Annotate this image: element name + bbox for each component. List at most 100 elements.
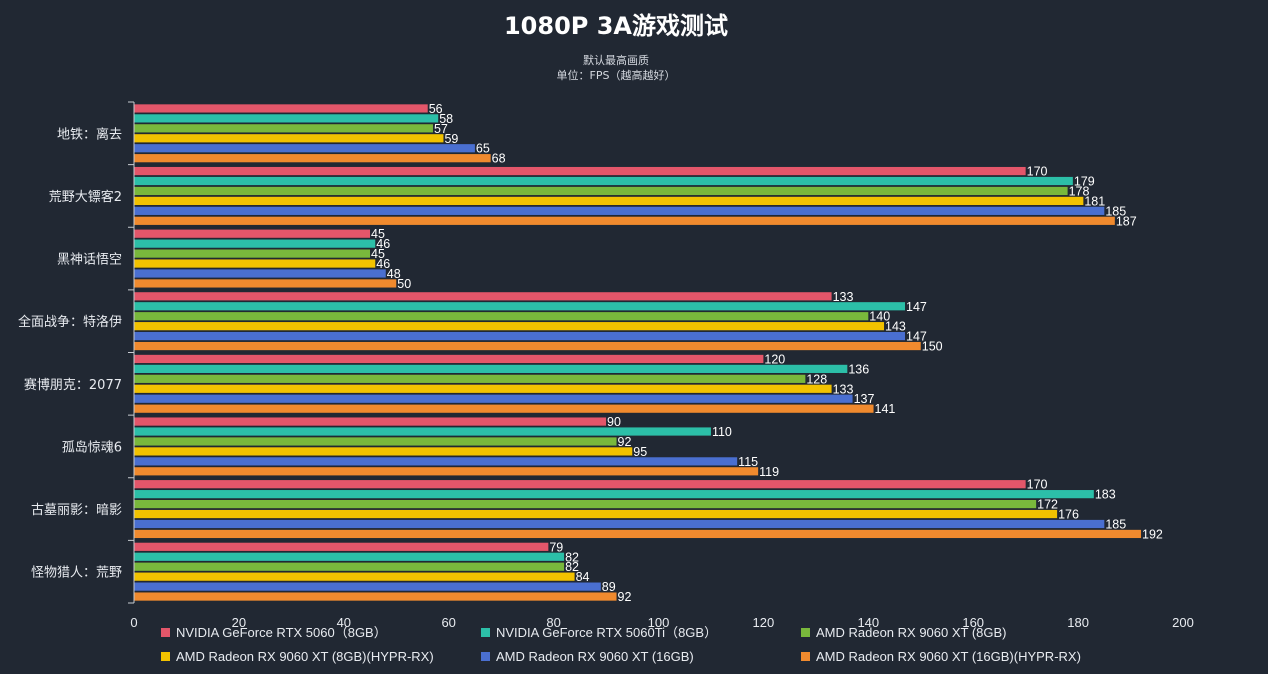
- bar: [134, 134, 444, 143]
- category-label: 古墓丽影：暗影: [31, 503, 122, 518]
- data-label: 147: [906, 300, 927, 314]
- legend-label: NVIDIA GeForce RTX 5060Ti（8GB）: [496, 625, 717, 640]
- category-label: 荒野大镖客2: [49, 189, 122, 205]
- data-label: 183: [1095, 488, 1116, 502]
- legend-swatch: [481, 628, 490, 637]
- data-label: 137: [854, 392, 875, 406]
- x-tick-label: 120: [753, 615, 775, 630]
- bar: [134, 364, 848, 373]
- axes: 0 20 40 60 80 100 120 140 160 180 200: [128, 101, 1194, 630]
- bars: 5658575965681701791781811851874546454648…: [134, 102, 1163, 604]
- data-label: 176: [1058, 508, 1079, 522]
- data-label: 45: [371, 247, 385, 261]
- category-label: 黑神话悟空: [57, 253, 122, 268]
- data-label: 90: [607, 415, 621, 429]
- bar: [134, 447, 633, 456]
- bar: [134, 114, 439, 123]
- data-label: 45: [371, 227, 385, 241]
- x-tick-label: 80: [546, 615, 560, 630]
- bar: [134, 332, 906, 341]
- bar: [134, 562, 565, 571]
- data-label: 59: [444, 132, 458, 146]
- x-tick-label: 60: [441, 615, 455, 630]
- data-label: 185: [1105, 517, 1126, 531]
- data-label: 89: [602, 580, 616, 594]
- chart-subtitle-2: 单位：FPS（越高越好）: [557, 68, 676, 82]
- bar: [134, 480, 1026, 489]
- x-tick-label: 20: [232, 615, 246, 630]
- bar: [134, 499, 1037, 509]
- legend-swatch: [161, 628, 170, 637]
- x-tick-label: 200: [1172, 615, 1194, 630]
- bar: [134, 437, 617, 446]
- chart-title: 1080P 3A游戏测试: [504, 12, 728, 40]
- legend-label: AMD Radeon RX 9060 XT (16GB): [496, 649, 694, 664]
- bar: [134, 176, 1073, 186]
- bar: [134, 384, 832, 393]
- data-label: 82: [565, 550, 579, 564]
- data-label: 92: [618, 590, 632, 604]
- legend-label: AMD Radeon RX 9060 XT (8GB)(HYPR-RX): [176, 649, 434, 664]
- data-label: 56: [429, 102, 443, 116]
- legend-swatch: [481, 652, 490, 661]
- bar: [134, 196, 1084, 206]
- bar: [134, 529, 1142, 539]
- bar: [134, 394, 853, 403]
- bar: [134, 542, 549, 551]
- data-label: 140: [869, 310, 890, 324]
- legend: NVIDIA GeForce RTX 5060（8GB） NVIDIA GeFor…: [161, 625, 1081, 664]
- bar: [134, 467, 759, 476]
- x-tick-label: 160: [962, 615, 984, 630]
- bar: [134, 239, 376, 248]
- bar: [134, 582, 601, 591]
- bar: [134, 229, 371, 238]
- bar: [134, 490, 1094, 499]
- data-label: 179: [1074, 175, 1095, 189]
- bar: [134, 592, 617, 601]
- data-label: 48: [387, 267, 401, 281]
- bar: [134, 292, 832, 301]
- bar: [134, 206, 1105, 215]
- legend-label: NVIDIA GeForce RTX 5060（8GB）: [176, 625, 387, 640]
- data-label: 46: [376, 257, 390, 271]
- data-label: 133: [833, 290, 854, 304]
- bar: [134, 519, 1105, 529]
- bar: [134, 186, 1068, 196]
- x-tick-label: 0: [130, 615, 137, 630]
- data-label: 110: [712, 425, 732, 439]
- category-label: 赛博朋克：2077: [24, 377, 122, 393]
- bar: [134, 341, 921, 351]
- x-tick-label: 100: [648, 615, 670, 630]
- data-label: 136: [848, 362, 869, 376]
- data-label: 147: [906, 330, 927, 344]
- data-label: 79: [549, 540, 563, 554]
- data-label: 150: [922, 340, 943, 354]
- bar: [134, 312, 869, 321]
- data-label: 170: [1027, 478, 1048, 492]
- category-label: 地铁：离去: [57, 126, 122, 142]
- data-label: 172: [1037, 498, 1058, 512]
- data-label: 95: [633, 445, 647, 459]
- data-label: 119: [759, 465, 779, 479]
- data-label: 65: [476, 142, 490, 156]
- legend-label: AMD Radeon RX 9060 XT (8GB): [816, 625, 1007, 640]
- bar: [134, 216, 1115, 225]
- bar: [134, 552, 565, 561]
- data-label: 141: [875, 402, 896, 416]
- bar: [134, 374, 806, 383]
- x-tick-label: 140: [857, 615, 879, 630]
- x-tick-label: 180: [1067, 615, 1089, 630]
- data-label: 143: [885, 320, 906, 334]
- category-label: 孤岛惊魂6: [62, 439, 122, 455]
- bar: [134, 302, 906, 311]
- legend-label: AMD Radeon RX 9060 XT (16GB)(HYPR-RX): [816, 649, 1081, 664]
- bar: [134, 509, 1058, 519]
- data-label: 187: [1116, 214, 1137, 228]
- data-label: 68: [492, 152, 506, 166]
- legend-swatch: [801, 628, 810, 637]
- data-label: 192: [1142, 527, 1163, 541]
- bar: [134, 166, 1026, 176]
- data-label: 115: [738, 455, 758, 469]
